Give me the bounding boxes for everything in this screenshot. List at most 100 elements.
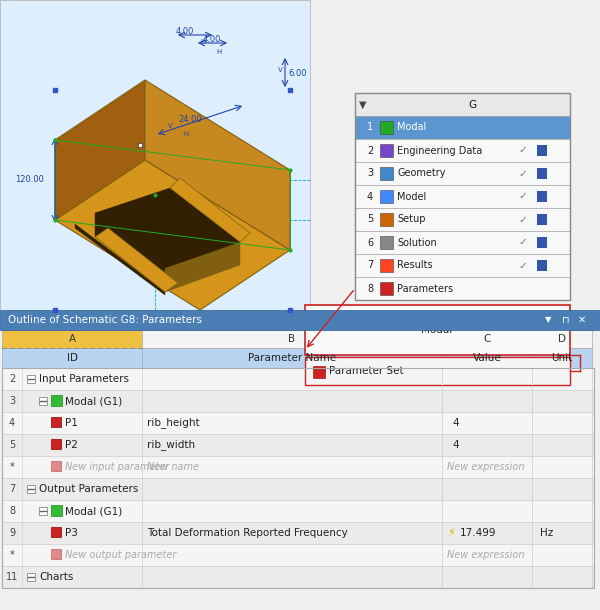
FancyBboxPatch shape <box>2 522 22 544</box>
Text: New name: New name <box>147 462 199 472</box>
Text: Value: Value <box>473 353 502 363</box>
Polygon shape <box>145 80 290 250</box>
Text: Setup: Setup <box>397 215 425 224</box>
Text: H: H <box>183 131 188 137</box>
Text: ✓: ✓ <box>518 146 527 156</box>
Text: 9: 9 <box>9 528 15 538</box>
FancyBboxPatch shape <box>442 330 532 348</box>
FancyBboxPatch shape <box>380 167 393 180</box>
Text: Model: Model <box>397 192 426 201</box>
FancyBboxPatch shape <box>537 191 547 202</box>
Text: 4: 4 <box>9 418 15 428</box>
FancyBboxPatch shape <box>2 566 22 588</box>
Text: 4: 4 <box>452 418 458 428</box>
Text: D: D <box>558 334 566 344</box>
Text: ID: ID <box>67 353 77 363</box>
Text: 4.00: 4.00 <box>203 35 221 45</box>
FancyBboxPatch shape <box>27 375 35 383</box>
Text: rib_height: rib_height <box>147 418 200 428</box>
Text: Parameters: Parameters <box>397 284 453 293</box>
Text: ✓: ✓ <box>518 237 527 248</box>
FancyBboxPatch shape <box>380 282 393 295</box>
FancyBboxPatch shape <box>0 310 600 330</box>
FancyBboxPatch shape <box>2 434 22 456</box>
Text: Outline of Schematic G8: Parameters: Outline of Schematic G8: Parameters <box>8 315 202 325</box>
FancyBboxPatch shape <box>380 190 393 203</box>
Text: Geometry: Geometry <box>397 168 445 179</box>
Text: 7: 7 <box>367 260 373 270</box>
Text: ▼: ▼ <box>359 100 367 110</box>
Text: ✕: ✕ <box>578 315 586 325</box>
FancyBboxPatch shape <box>380 259 393 272</box>
FancyBboxPatch shape <box>2 368 22 390</box>
Text: C: C <box>484 334 491 344</box>
Polygon shape <box>95 228 178 292</box>
FancyBboxPatch shape <box>0 310 600 610</box>
FancyBboxPatch shape <box>442 348 532 368</box>
Text: ✓: ✓ <box>518 168 527 179</box>
FancyBboxPatch shape <box>355 231 570 254</box>
FancyBboxPatch shape <box>537 260 547 271</box>
FancyBboxPatch shape <box>380 144 393 157</box>
FancyBboxPatch shape <box>51 439 61 449</box>
Text: P3: P3 <box>65 528 78 538</box>
FancyBboxPatch shape <box>537 214 547 225</box>
FancyBboxPatch shape <box>0 0 310 310</box>
Text: Parameter Set: Parameter Set <box>329 366 404 376</box>
FancyBboxPatch shape <box>537 168 547 179</box>
FancyBboxPatch shape <box>51 395 62 406</box>
FancyBboxPatch shape <box>2 390 594 412</box>
Polygon shape <box>95 213 165 292</box>
Text: 3: 3 <box>367 168 373 179</box>
Text: P1: P1 <box>65 418 78 428</box>
FancyBboxPatch shape <box>380 121 393 134</box>
FancyBboxPatch shape <box>51 461 61 471</box>
Text: Parameter Name: Parameter Name <box>248 353 336 363</box>
FancyBboxPatch shape <box>142 348 442 368</box>
Text: ✓: ✓ <box>518 215 527 224</box>
FancyBboxPatch shape <box>51 549 61 559</box>
FancyBboxPatch shape <box>2 330 142 348</box>
FancyBboxPatch shape <box>2 348 142 368</box>
Text: V: V <box>278 67 283 73</box>
Text: New input parameter: New input parameter <box>65 462 169 472</box>
FancyBboxPatch shape <box>2 522 594 544</box>
Text: P2: P2 <box>65 440 78 450</box>
FancyBboxPatch shape <box>2 544 594 566</box>
Polygon shape <box>170 178 250 242</box>
FancyBboxPatch shape <box>532 330 592 348</box>
Text: 7: 7 <box>9 484 15 494</box>
Text: 6.00: 6.00 <box>288 68 307 77</box>
Text: New output parameter: New output parameter <box>65 550 176 560</box>
FancyBboxPatch shape <box>51 527 61 537</box>
FancyBboxPatch shape <box>2 478 22 500</box>
Text: Results: Results <box>397 260 433 270</box>
FancyBboxPatch shape <box>2 566 594 588</box>
FancyBboxPatch shape <box>305 305 570 355</box>
FancyBboxPatch shape <box>2 544 22 566</box>
FancyBboxPatch shape <box>380 236 393 249</box>
Text: 11: 11 <box>6 572 18 582</box>
Text: Modal (G1): Modal (G1) <box>65 506 122 516</box>
Text: Modal: Modal <box>421 325 452 335</box>
Text: 120.00: 120.00 <box>16 176 44 184</box>
Text: V: V <box>168 123 173 129</box>
Text: H: H <box>200 39 205 45</box>
FancyBboxPatch shape <box>305 357 570 385</box>
Text: 6: 6 <box>367 237 373 248</box>
Text: H: H <box>216 49 221 55</box>
Text: New expression: New expression <box>447 462 524 472</box>
Text: 3: 3 <box>9 396 15 406</box>
Text: *: * <box>10 550 14 560</box>
FancyBboxPatch shape <box>355 208 570 231</box>
Text: Charts: Charts <box>39 572 73 582</box>
FancyBboxPatch shape <box>27 485 35 493</box>
Text: Total Deformation Reported Frequency: Total Deformation Reported Frequency <box>147 528 348 538</box>
Text: rib_width: rib_width <box>147 440 195 450</box>
FancyBboxPatch shape <box>2 390 22 412</box>
FancyBboxPatch shape <box>2 368 594 390</box>
FancyBboxPatch shape <box>2 500 22 522</box>
Text: 24.00: 24.00 <box>178 115 202 123</box>
Text: Hz: Hz <box>540 528 553 538</box>
Text: 8: 8 <box>9 506 15 516</box>
